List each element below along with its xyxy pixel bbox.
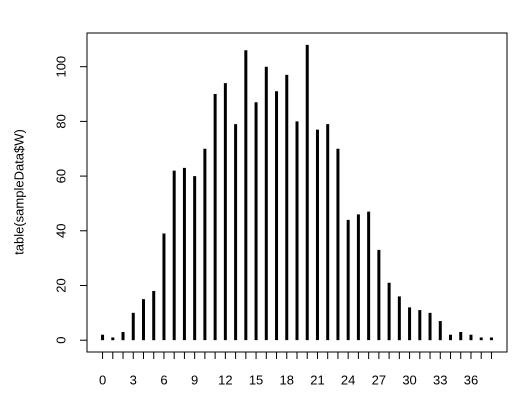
x-tick-label: 15 [249,372,263,387]
y-tick-label: 60 [53,169,68,183]
y-tick-label: 100 [53,56,68,78]
y-tick-label: 80 [53,114,68,128]
x-tick-label: 0 [99,372,106,387]
x-tick-label: 33 [433,372,447,387]
x-tick-label: 24 [341,372,355,387]
x-tick-label: 18 [280,372,294,387]
x-tick-label: 30 [402,372,416,387]
y-tick-label: 0 [53,337,68,344]
y-tick-label: 20 [53,278,68,292]
y-axis-label: table(sampleData$W) [11,129,26,255]
x-tick-label: 12 [218,372,232,387]
x-tick-label: 9 [191,372,198,387]
y-tick-label: 40 [53,224,68,238]
x-tick-label: 27 [372,372,386,387]
x-tick-label: 6 [160,372,167,387]
x-tick-label: 36 [464,372,478,387]
x-tick-label: 21 [310,372,324,387]
x-tick-label: 3 [130,372,137,387]
